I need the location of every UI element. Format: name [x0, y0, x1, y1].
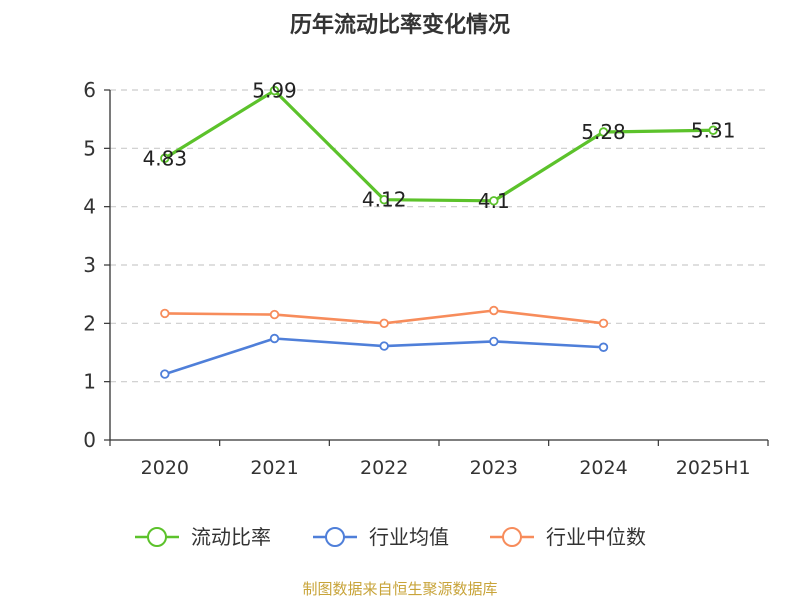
data-label: 4.83: [143, 146, 188, 170]
data-point-0: [598, 127, 609, 137]
data-point-2: [160, 308, 170, 319]
x-tick-label: 2022: [360, 457, 408, 479]
y-tick-label: 2: [83, 311, 96, 335]
data-label: 4.1: [478, 189, 510, 213]
data-labels: 4.83 5.99 4.12 4.1 5.28 5.31: [143, 79, 736, 213]
y-tick-label: 6: [83, 78, 96, 102]
data-label: 5.31: [691, 118, 736, 142]
data-label: 5.99: [252, 79, 297, 103]
data-point-1: [598, 342, 609, 352]
legend-label: 行业中位数: [546, 525, 646, 549]
legend-item-0: 流动比率: [135, 525, 271, 549]
data-point-0: [489, 196, 499, 206]
y-tick-label: 5: [83, 136, 96, 160]
y-tick-label: 0: [83, 428, 96, 452]
y-tick-label: 3: [83, 253, 96, 277]
legend-marker: [147, 527, 167, 547]
data-label: 5.28: [581, 120, 626, 144]
legend-marker: [502, 527, 522, 547]
data-point-2: [598, 318, 609, 329]
legend-label: 行业均值: [369, 525, 449, 549]
y-tick-label: 4: [83, 195, 96, 219]
data-label: 4.12: [362, 188, 407, 212]
legend-marker: [325, 527, 345, 547]
data-point-1: [379, 341, 389, 351]
data-point-2: [379, 318, 389, 329]
y-tick-label: 1: [83, 370, 96, 394]
data-point-0: [160, 153, 170, 163]
legend-label: 流动比率: [191, 525, 271, 549]
legend: 流动比率 行业均值 行业中位数: [135, 525, 646, 549]
x-tick-label: 2024: [579, 457, 627, 479]
source-note: 制图数据来自恒生聚源数据库: [302, 580, 497, 598]
axes: 0 1 2 3 4 5 6 2020 2021 2022 2023 2024 2025H1: [83, 78, 769, 479]
data-point-0: [379, 194, 389, 205]
series-layer: [160, 85, 718, 379]
data-point-1: [489, 336, 499, 347]
data-point-1: [269, 333, 280, 344]
data-point-2: [269, 309, 280, 320]
x-tick-label: 2023: [470, 457, 518, 479]
x-tick-label: 2020: [141, 457, 189, 479]
x-tick-label: 2025H1: [676, 457, 751, 479]
grid: [110, 89, 768, 383]
data-point-2: [489, 305, 499, 316]
x-tick-label: 2021: [250, 457, 298, 479]
chart-title: 历年流动比率变化情况: [290, 12, 510, 38]
data-point-0: [269, 85, 280, 96]
legend-item-1: 行业均值: [313, 525, 449, 549]
data-point-0: [708, 125, 718, 135]
data-point-1: [160, 369, 170, 379]
series-line-0: [163, 88, 714, 203]
legend-item-2: 行业中位数: [490, 525, 646, 549]
